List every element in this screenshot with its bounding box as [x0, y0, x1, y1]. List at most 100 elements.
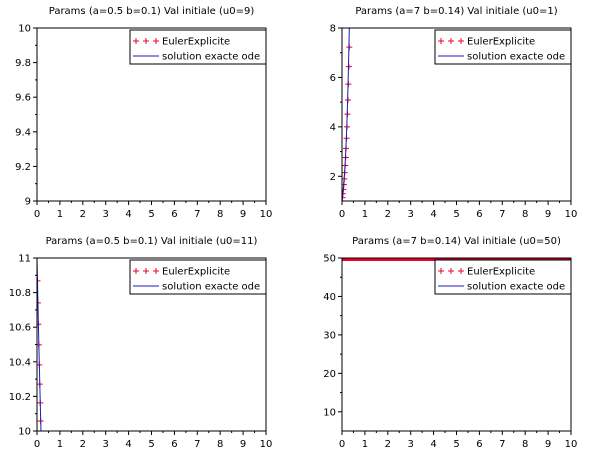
legend-box [434, 259, 572, 295]
legend-plus-marker [153, 38, 159, 44]
legend-plus-marker [143, 38, 149, 44]
x-tick-label: 5 [453, 209, 459, 220]
y-tick-label: 9.4 [15, 127, 31, 138]
euler-point [41, 356, 47, 362]
euler-point [43, 397, 49, 403]
x-tick-label: 2 [385, 439, 391, 450]
chart-panel-4: Params (a=7 b=0.14) Val initiale (u0=50)… [323, 236, 577, 450]
euler-point [42, 373, 48, 379]
euler-point [47, 455, 53, 460]
x-tick-label: 3 [408, 439, 414, 450]
euler-point [40, 338, 46, 344]
legend-plus-marker [143, 268, 149, 274]
euler-point [36, 246, 42, 252]
euler-point [44, 405, 50, 411]
x-tick-label: 1 [57, 439, 63, 450]
x-tick-label: 10 [565, 439, 578, 450]
x-tick-label: 1 [362, 209, 368, 220]
x-tick-label: 5 [148, 209, 154, 220]
chart-title: Params (a=7 b=0.14) Val initiale (u0=50) [352, 236, 561, 247]
y-tick-label: 20 [323, 369, 336, 380]
legend-plus-marker [133, 38, 139, 44]
y-tick-label: 10.4 [9, 357, 31, 368]
y-tick-label: 4 [330, 122, 336, 133]
y-tick-label: 50 [323, 254, 336, 265]
euler-point [43, 389, 49, 395]
legend-euler-markers [438, 268, 464, 274]
x-tick-label: 7 [194, 439, 200, 450]
x-tick-label: 3 [408, 209, 414, 220]
x-tick-label: 4 [430, 209, 436, 220]
legend-euler-markers [133, 38, 159, 44]
y-tick-label: 9 [25, 197, 31, 208]
legend-label-exact: solution exacte ode [467, 52, 565, 63]
legend-box [434, 29, 572, 65]
euler-point [45, 434, 51, 440]
x-tick-label: 0 [34, 439, 40, 450]
x-tick-label: 6 [171, 439, 177, 450]
legend: EulerExplicite solution exacte ode [129, 29, 267, 65]
euler-point [46, 441, 52, 447]
y-tick-label: 40 [323, 292, 336, 303]
euler-point [39, 309, 45, 315]
y-tick-label: 10.8 [9, 288, 31, 299]
legend-euler-markers [438, 38, 464, 44]
y-tick-label: 10 [18, 24, 31, 35]
legend-plus-marker [438, 38, 444, 44]
legend-label-euler: EulerExplicite [162, 267, 230, 278]
y-tick-label: 10 [323, 407, 336, 418]
plot-area [37, 258, 44, 431]
euler-point [42, 381, 48, 387]
x-tick-label: 10 [260, 439, 273, 450]
legend-label-euler: EulerExplicite [467, 37, 535, 48]
x-tick-label: 10 [260, 209, 273, 220]
legend-label-euler: EulerExplicite [467, 267, 535, 278]
y-tick-label: 30 [323, 330, 336, 341]
legend-plus-marker [448, 268, 454, 274]
x-tick-label: 4 [125, 209, 131, 220]
x-tick-label: 9 [545, 439, 551, 450]
y-tick-label: 10 [18, 427, 31, 438]
legend-plus-marker [438, 268, 444, 274]
legend: EulerExplicite solution exacte ode [129, 259, 267, 295]
legend-box [129, 29, 267, 65]
x-tick-label: 2 [80, 209, 86, 220]
euler-point [46, 448, 52, 454]
x-tick-label: 8 [217, 439, 223, 450]
chart-panel-2: Params (a=7 b=0.14) Val initiale (u0=1) 0… [330, 6, 578, 220]
x-tick-label: 2 [385, 209, 391, 220]
euler-point [39, 329, 45, 335]
x-tick-label: 1 [57, 209, 63, 220]
chart-title: Params (a=0.5 b=0.1) Val initiale (u0=11… [46, 236, 258, 247]
legend-box [129, 259, 267, 295]
euler-point [35, 223, 41, 229]
legend-label-exact: solution exacte ode [162, 52, 260, 63]
legend-label-exact: solution exacte ode [162, 282, 260, 293]
chart-panel-3: Params (a=0.5 b=0.1) Val initiale (u0=11… [9, 236, 273, 450]
x-tick-label: 8 [217, 209, 223, 220]
x-tick-label: 10 [565, 209, 578, 220]
x-tick-label: 0 [339, 209, 345, 220]
x-tick-label: 1 [362, 439, 368, 450]
x-tick-label: 7 [499, 209, 505, 220]
x-tick-label: 0 [34, 209, 40, 220]
x-tick-label: 8 [522, 439, 528, 450]
x-tick-label: 3 [103, 439, 109, 450]
legend-plus-marker [133, 268, 139, 274]
x-tick-label: 6 [171, 209, 177, 220]
x-tick-label: 9 [545, 209, 551, 220]
x-tick-label: 7 [499, 439, 505, 450]
y-tick-label: 10.6 [9, 323, 31, 334]
euler-point [44, 412, 50, 418]
y-tick-label: 11 [18, 254, 31, 265]
y-tick-label: 9.8 [15, 58, 31, 69]
legend-euler-markers [133, 268, 159, 274]
y-tick-label: 2 [330, 172, 336, 183]
x-tick-label: 6 [476, 209, 482, 220]
legend: EulerExplicite solution exacte ode [434, 259, 572, 295]
chart-title: Params (a=0.5 b=0.1) Val initiale (u0=9) [49, 6, 255, 17]
euler-point [40, 347, 46, 353]
x-tick-label: 4 [125, 439, 131, 450]
legend-label-euler: EulerExplicite [162, 37, 230, 48]
